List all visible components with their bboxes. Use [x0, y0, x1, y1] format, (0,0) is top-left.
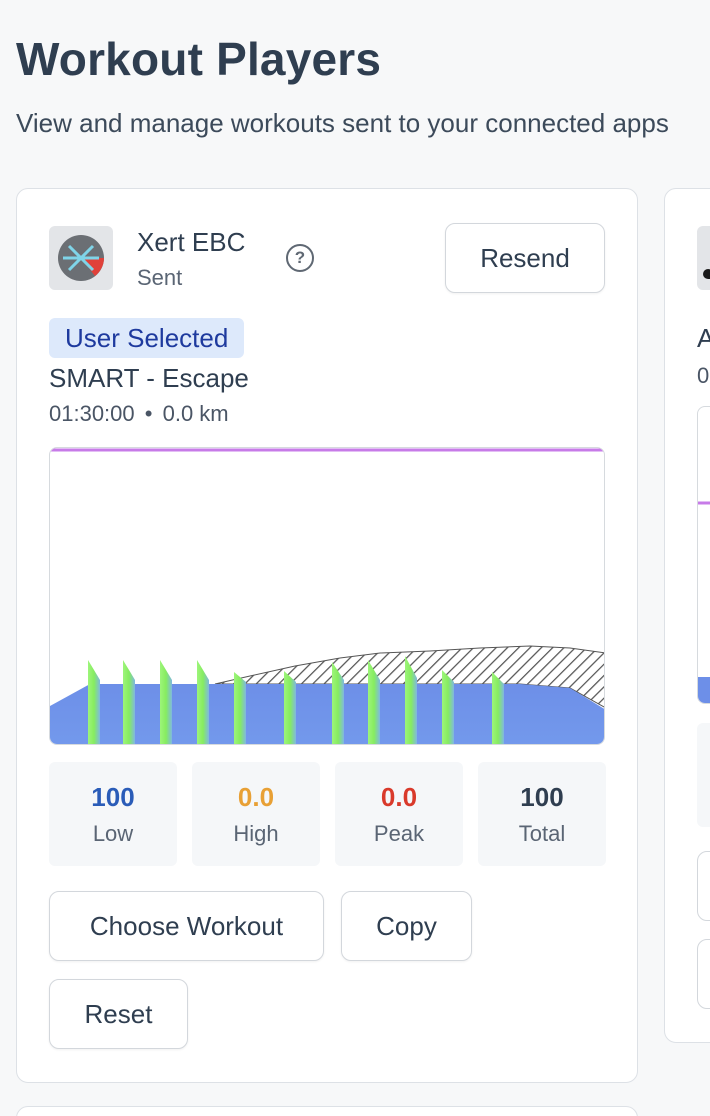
- xert-logo-icon: [49, 226, 113, 290]
- stat-total-label: Total: [518, 821, 566, 846]
- interval-bars: [88, 656, 504, 744]
- workout-meta: 01:30:00 • 0.0 km: [49, 401, 233, 427]
- stat-high-label: High: [233, 821, 279, 846]
- send-status: Sent: [137, 265, 183, 290]
- app-logo-mark: [703, 269, 710, 279]
- stat-panel-2: [697, 723, 710, 827]
- app-name: Xert EBC: [137, 227, 246, 257]
- copy-button[interactable]: Copy: [341, 891, 472, 961]
- selection-badge: User Selected: [49, 318, 245, 358]
- card-2-button-2[interactable]: [697, 939, 710, 1009]
- workout-player-card: Xert EBC Sent ? Resend User Selected SMA…: [16, 188, 638, 1083]
- app-logo-icon: [697, 226, 710, 290]
- stat-low-label: Low: [92, 821, 134, 846]
- reset-button[interactable]: Reset: [49, 979, 188, 1049]
- workout-duration: 01:30:00: [49, 401, 135, 426]
- workout-profile-svg: [50, 448, 604, 744]
- page-subtitle: View and manage workouts sent to your co…: [16, 108, 669, 138]
- question-circle-icon[interactable]: ?: [286, 244, 314, 272]
- stat-low-value: 100: [91, 782, 135, 812]
- stat-high-value: 0.0: [237, 782, 275, 812]
- card-2-button-1[interactable]: [697, 851, 710, 921]
- meta-separator: •: [144, 401, 153, 426]
- workout-player-card-3: [16, 1106, 638, 1116]
- stat-peak-label: Peak: [373, 821, 425, 846]
- workout-profile-chart-2: [697, 406, 710, 704]
- stat-peak-value: 0.0: [380, 782, 418, 812]
- choose-workout-button[interactable]: Choose Workout: [49, 891, 324, 961]
- stat-total-value: 100: [520, 782, 564, 812]
- workout-name-2: A: [697, 323, 710, 353]
- workout-profile-chart: [49, 447, 605, 745]
- page-title: Workout Players: [16, 33, 382, 85]
- workout-meta-2: 0: [697, 363, 710, 388]
- resend-button[interactable]: Resend: [445, 223, 605, 293]
- base-area: [50, 684, 604, 744]
- stat-low: 100 Low: [49, 762, 177, 866]
- stat-peak: 0.0 Peak: [335, 762, 463, 866]
- workout-name: SMART - Escape: [49, 363, 249, 393]
- stat-total: 100 Total: [478, 762, 606, 866]
- workout-player-card-2: A 0: [664, 188, 710, 1043]
- stat-high: 0.0 High: [192, 762, 320, 866]
- workout-distance: 0.0 km: [162, 401, 229, 426]
